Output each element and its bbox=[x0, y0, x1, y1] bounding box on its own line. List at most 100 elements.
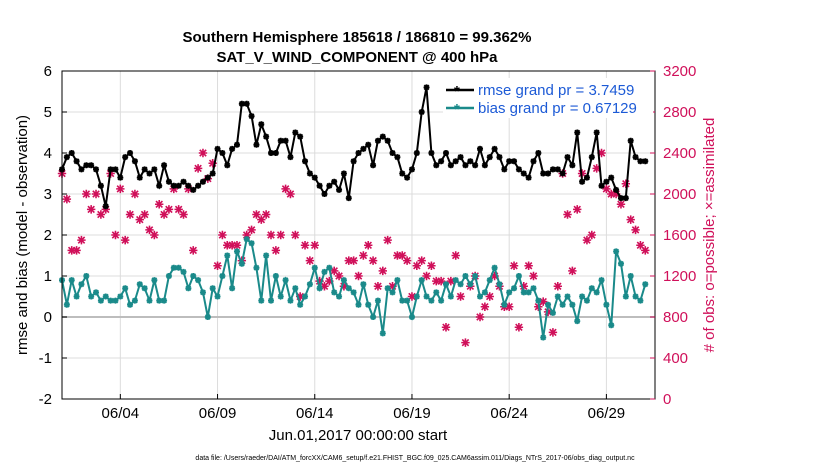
rmse-series-point bbox=[297, 133, 304, 140]
bias-series-point bbox=[394, 277, 401, 284]
rmse-series-point bbox=[520, 170, 527, 177]
bias-series-point bbox=[277, 293, 284, 300]
rmse-series-point bbox=[418, 109, 425, 115]
rmse-series-point bbox=[336, 186, 343, 193]
rmse-series-point bbox=[530, 158, 537, 165]
chart-title: Southern Hemisphere 185618 / 186810 = 99… bbox=[183, 29, 532, 46]
rmse-series-point bbox=[190, 186, 197, 193]
rmse-series-point bbox=[613, 186, 620, 193]
bias-series-point bbox=[472, 273, 479, 279]
obs-count-point bbox=[291, 230, 300, 240]
bias-series-point bbox=[457, 281, 464, 288]
y-tick-label: 4 bbox=[44, 145, 52, 162]
obs-count-point bbox=[475, 312, 485, 322]
rmse-series-point bbox=[214, 145, 221, 152]
bias-series-point bbox=[462, 273, 469, 279]
x-axis-label: Jun.01,2017 00:00:00 start bbox=[269, 427, 448, 444]
obs-count-point bbox=[344, 256, 353, 265]
bias-series-point bbox=[175, 264, 182, 271]
obs-count-point bbox=[456, 292, 465, 301]
rmse-series-point bbox=[136, 174, 143, 181]
bias-series-point bbox=[131, 297, 138, 304]
bias-series-point bbox=[593, 289, 600, 296]
bias-series-point bbox=[107, 297, 114, 304]
obs-count-point bbox=[636, 241, 645, 250]
bias-series-point bbox=[370, 314, 377, 320]
rmse-series-point bbox=[306, 170, 313, 177]
obs-count-point bbox=[388, 282, 397, 291]
obs-count-point bbox=[611, 189, 621, 199]
obs-count-point bbox=[67, 246, 76, 255]
rmse-series-point bbox=[433, 162, 440, 169]
rmse-series-point bbox=[617, 195, 624, 202]
x-tick-label: 06/14 bbox=[296, 405, 334, 422]
bias-series-point bbox=[321, 268, 328, 275]
bias-series-point bbox=[613, 248, 620, 255]
bias-series-point bbox=[511, 285, 518, 292]
obs-count-point bbox=[597, 148, 606, 158]
obs-count-point bbox=[266, 230, 276, 240]
rmse-series-point bbox=[569, 162, 576, 169]
bias-series-point bbox=[418, 277, 425, 284]
obs-count-point bbox=[295, 292, 305, 301]
bias-series-point bbox=[574, 318, 581, 325]
obs-count-point bbox=[72, 246, 81, 255]
rmse-series-point bbox=[355, 150, 362, 156]
bias-series-point bbox=[350, 289, 357, 296]
rmse-series-point bbox=[146, 170, 153, 177]
obs-count-point bbox=[140, 210, 149, 219]
obs-count-point bbox=[354, 271, 363, 281]
obs-count-point bbox=[315, 276, 324, 286]
x-tick-label: 06/09 bbox=[199, 405, 237, 422]
bias-series-point bbox=[292, 285, 299, 292]
bias-series-point bbox=[617, 260, 624, 267]
rmse-series-point bbox=[277, 137, 284, 144]
bias-series-point bbox=[229, 285, 236, 292]
rmse-series-point bbox=[535, 150, 542, 156]
rmse-series-point bbox=[399, 170, 406, 177]
obs-count-point bbox=[218, 230, 227, 240]
obs-count-point bbox=[368, 256, 378, 265]
obs-count-point bbox=[436, 276, 446, 286]
rmse-series-point bbox=[97, 182, 104, 189]
obs-count-point bbox=[563, 210, 572, 219]
rmse-series-point bbox=[360, 145, 367, 152]
bias-series-point bbox=[112, 297, 119, 304]
bias-series-point bbox=[549, 309, 556, 316]
rmse-series-point bbox=[457, 154, 464, 161]
bias-series-point bbox=[306, 281, 313, 288]
rmse-series-point bbox=[316, 182, 323, 189]
obs-count-point bbox=[587, 230, 597, 240]
obs-count-point bbox=[91, 189, 101, 199]
bias-series-point bbox=[316, 285, 323, 292]
obs-count-point bbox=[573, 205, 582, 214]
bias-series-point bbox=[272, 273, 279, 279]
rmse-series-point bbox=[204, 174, 211, 181]
bias-series-point bbox=[481, 289, 488, 296]
obs-count-point bbox=[198, 148, 208, 158]
obs-count-point bbox=[286, 189, 295, 199]
obs-count-point bbox=[96, 210, 106, 219]
rmse-series-point bbox=[195, 182, 202, 189]
bias-series-point bbox=[433, 289, 440, 296]
bias-series-point bbox=[608, 322, 615, 329]
rmse-series-point bbox=[268, 150, 275, 156]
obs-count-point bbox=[461, 338, 470, 347]
bias-series-point bbox=[336, 293, 343, 300]
bias-series-point bbox=[83, 273, 90, 279]
rmse-series-point bbox=[374, 137, 381, 144]
rmse-series-point bbox=[165, 178, 172, 185]
bias-series-point bbox=[146, 297, 153, 304]
obs-count-point bbox=[257, 215, 266, 224]
bias-series-point bbox=[491, 264, 498, 271]
obs-count-point bbox=[480, 302, 490, 311]
bias-series-point bbox=[360, 281, 367, 288]
bias-series-point bbox=[486, 277, 493, 284]
obs-count-point bbox=[213, 261, 222, 270]
obs-count-point bbox=[514, 323, 524, 332]
obs-count-point bbox=[378, 266, 388, 276]
rmse-series-point bbox=[112, 166, 119, 173]
y2-tick-label: 2400 bbox=[663, 145, 696, 162]
bias-series-point bbox=[297, 301, 304, 308]
obs-count-point bbox=[271, 246, 281, 255]
